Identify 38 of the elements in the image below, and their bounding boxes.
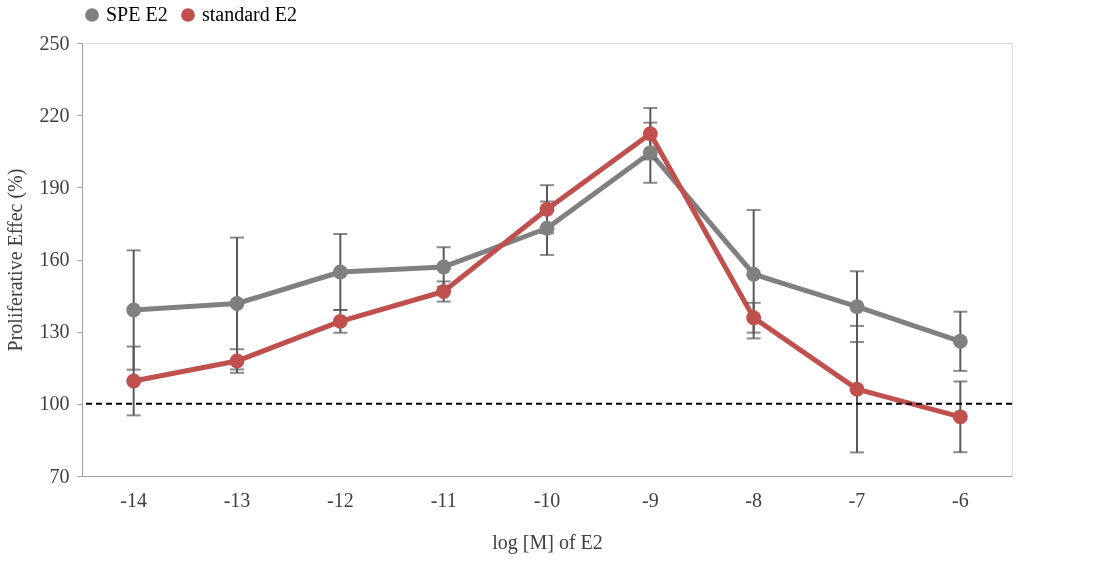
point (332, 264, 348, 280)
x-tick-label: -6 (952, 488, 969, 511)
y-tick-label: 190 (39, 175, 70, 198)
legend-label: SPE E2 (106, 3, 168, 25)
x-tick-label: -8 (745, 488, 762, 511)
point (436, 284, 452, 299)
point (849, 299, 865, 315)
point (539, 220, 555, 236)
point (539, 201, 555, 217)
y-axis-title: Proliferative Effec (%) (3, 168, 27, 352)
y-tick-label: 250 (39, 31, 70, 54)
point (332, 313, 348, 329)
legend-label: standard E2 (202, 3, 297, 25)
point (436, 259, 452, 275)
x-tick-label: -7 (848, 488, 866, 511)
x-tick-label: -14 (120, 488, 147, 511)
x-tick-label: -13 (223, 488, 251, 511)
y-tick-label: 100 (39, 392, 70, 415)
point (126, 302, 142, 318)
point (746, 266, 762, 282)
x-tick-label: -11 (430, 488, 457, 511)
point (229, 296, 245, 311)
point (952, 409, 968, 425)
point (849, 381, 865, 397)
y-tick-label: 130 (39, 320, 70, 343)
point (229, 353, 245, 369)
x-axis-title: log [M] of E2 (492, 530, 603, 554)
y-tick-label: 160 (39, 248, 70, 270)
point (642, 126, 658, 142)
point (126, 373, 142, 389)
x-tick-label: -12 (327, 488, 354, 511)
point (746, 310, 762, 326)
point (952, 333, 968, 349)
y-tick-label: 220 (39, 103, 70, 126)
x-tick-label: -10 (533, 488, 561, 511)
y-tick-label: 70 (49, 464, 70, 487)
x-tick-label: -9 (642, 488, 659, 511)
point (642, 145, 658, 161)
